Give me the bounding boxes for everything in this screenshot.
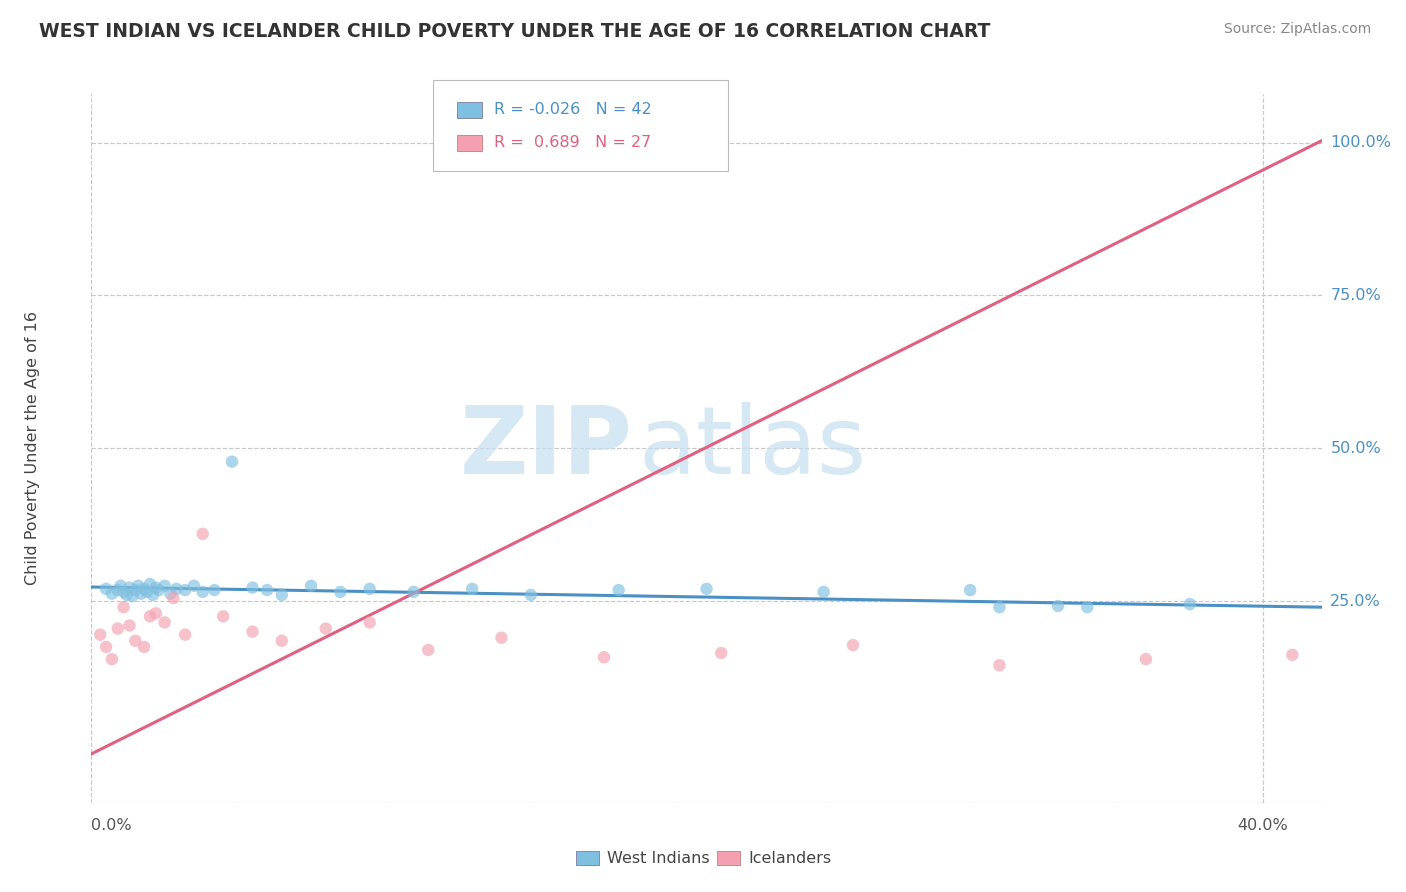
Point	[132, 640, 155, 654]
Point	[153, 615, 176, 630]
Text: Icelanders: Icelanders	[748, 851, 831, 865]
Point	[1076, 600, 1098, 615]
Point	[710, 646, 733, 660]
Point	[519, 588, 541, 602]
Point	[148, 583, 170, 598]
Point	[145, 581, 167, 595]
Point	[202, 583, 225, 598]
Point	[491, 631, 513, 645]
Point	[139, 577, 162, 591]
Text: WEST INDIAN VS ICELANDER CHILD POVERTY UNDER THE AGE OF 16 CORRELATION CHART: WEST INDIAN VS ICELANDER CHILD POVERTY U…	[39, 22, 991, 41]
Point	[270, 588, 292, 602]
Text: 50.0%: 50.0%	[1330, 441, 1381, 456]
Point	[107, 622, 129, 636]
Text: 100.0%: 100.0%	[1330, 135, 1392, 150]
Point	[299, 579, 322, 593]
Point	[270, 633, 292, 648]
Point	[1281, 648, 1303, 662]
Point	[242, 624, 264, 639]
Point	[153, 579, 176, 593]
Text: Source: ZipAtlas.com: Source: ZipAtlas.com	[1223, 22, 1371, 37]
Point	[101, 587, 124, 601]
Point	[359, 615, 381, 630]
Point	[118, 581, 141, 595]
Text: West Indians: West Indians	[607, 851, 710, 865]
Point	[183, 579, 205, 593]
Point	[124, 633, 146, 648]
Point	[359, 582, 381, 596]
Point	[165, 582, 187, 596]
Text: atlas: atlas	[638, 402, 868, 494]
Point	[191, 585, 214, 599]
Text: 0.0%: 0.0%	[91, 818, 132, 833]
Point	[256, 583, 278, 598]
Text: 75.0%: 75.0%	[1330, 288, 1381, 303]
Point	[118, 618, 141, 632]
Point	[107, 583, 129, 598]
Point	[136, 585, 159, 599]
Point	[112, 600, 135, 615]
Point	[174, 628, 197, 642]
Point	[329, 585, 352, 599]
Text: 25.0%: 25.0%	[1330, 593, 1381, 608]
Point	[1178, 597, 1201, 611]
Point	[813, 585, 835, 599]
Text: Child Poverty Under the Age of 16: Child Poverty Under the Age of 16	[25, 311, 39, 585]
Text: R = -0.026   N = 42: R = -0.026 N = 42	[494, 103, 651, 117]
Point	[94, 582, 117, 596]
Point	[593, 650, 616, 665]
Point	[461, 582, 484, 596]
Text: ZIP: ZIP	[460, 402, 633, 494]
Point	[89, 628, 111, 642]
Point	[145, 607, 167, 621]
Text: R =  0.689   N = 27: R = 0.689 N = 27	[494, 136, 651, 150]
Point	[1135, 652, 1157, 666]
Point	[988, 600, 1011, 615]
Point	[159, 587, 181, 601]
Point	[94, 640, 117, 654]
Point	[607, 583, 630, 598]
Point	[695, 582, 717, 596]
Point	[242, 581, 264, 595]
Point	[212, 609, 235, 624]
Point	[842, 638, 865, 652]
Point	[132, 582, 155, 596]
Point	[221, 455, 243, 469]
Point	[129, 587, 152, 601]
Point	[127, 579, 149, 593]
Point	[988, 658, 1011, 673]
Point	[142, 588, 165, 602]
Point	[110, 579, 132, 593]
Point	[174, 583, 197, 598]
Point	[315, 622, 337, 636]
Text: 40.0%: 40.0%	[1237, 818, 1288, 833]
Point	[124, 583, 146, 598]
Point	[121, 589, 143, 603]
Point	[101, 652, 124, 666]
Point	[191, 526, 214, 541]
Point	[418, 643, 440, 657]
Point	[162, 591, 184, 605]
Point	[115, 588, 138, 602]
Point	[402, 585, 425, 599]
Point	[1046, 599, 1069, 613]
Point	[959, 583, 981, 598]
Point	[112, 585, 135, 599]
Point	[139, 609, 162, 624]
